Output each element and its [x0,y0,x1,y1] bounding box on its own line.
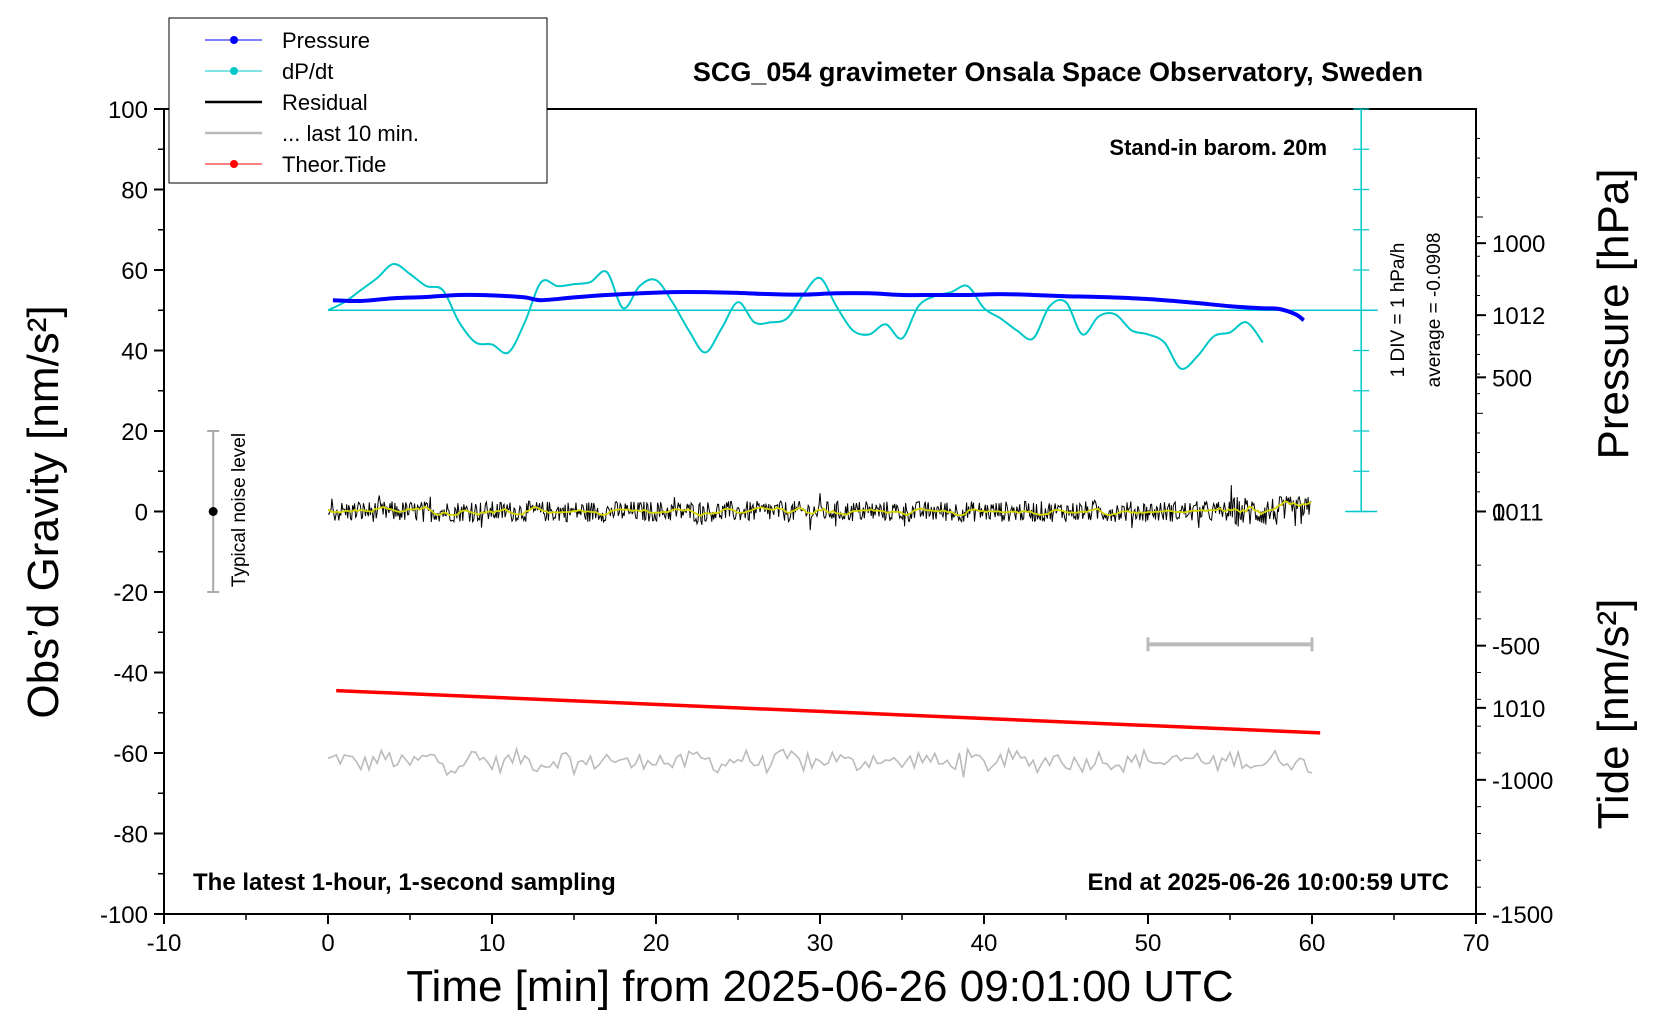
legend-label: dP/dt [282,59,333,84]
pressure-tick-label: 1010 [1492,696,1545,723]
pressure-line [332,289,1306,322]
residual-line [327,485,1312,531]
legend-marker [230,67,238,75]
y-tick-label: 0 [135,500,148,527]
series-layer [327,262,1378,778]
y-axis-title-left: Obs’d Gravity [nm/s²] [19,305,68,718]
x-tick-label: 30 [807,930,834,957]
y-tick-label: 20 [121,419,148,446]
div-scale-note: 1 DIV = 1 hPa/h [1388,243,1409,378]
residual-smoothed-line [327,500,1312,517]
legend-box [168,17,548,184]
sampling-note: The latest 1-hour, 1-second sampling [193,869,616,896]
theor-tide-line [336,688,1321,735]
y-tick-label: -60 [113,741,148,768]
y-tick-label: -40 [113,661,148,688]
y-tick-label: -80 [113,822,148,849]
legend: Pressure dP/dt Residual ... last 10 min. The… [168,17,548,184]
annotation-layer [207,108,1378,652]
legend-label: Pressure [282,28,370,53]
y-axis-title-pressure: Pressure [hPa] [1589,168,1638,459]
pressure-tick-label: 1011 [1492,500,1544,527]
average-note: average = -0.0908 [1424,233,1445,388]
noise-bar-dot [208,507,218,516]
tide-tick-label: -1500 [1492,902,1553,929]
legend-label: Residual [282,90,368,115]
chart-title: SCG_054 gravimeter Onsala Space Observat… [693,57,1423,87]
barometer-note: Stand-in barom. 20m [1109,135,1327,160]
y-tick-label: 40 [121,339,148,366]
noise-label: Typical noise level [229,433,250,587]
dpdt-line [327,262,1264,370]
x-tick-label: -10 [147,930,182,957]
x-tick-label: 0 [321,930,334,957]
x-tick-label: 60 [1299,930,1326,957]
x-axis-title: Time [min] from 2025-06-26 09:01:00 UTC [406,962,1233,1011]
tide-tick-label: 1000 [1492,231,1545,258]
tide-tick-label: 500 [1492,365,1532,392]
x-tick-label: 20 [643,930,670,957]
legend-label: ... last 10 min. [282,121,419,146]
x-tick-label: 40 [971,930,998,957]
y-axis-title-tide: Tide [nm/s²] [1589,599,1638,830]
x-tick-label: 70 [1463,930,1490,957]
y-tick-label: 60 [121,258,148,285]
pressure-tick-label: 1012 [1492,303,1545,330]
last-10-min-line [327,746,1313,778]
ticks-layer: -10 0 10 20 30 40 50 60 70-100-80-60-40-20020406… [100,97,1553,957]
legend-marker [230,36,238,44]
end-time-note: End at 2025-06-26 10:00:59 UTC [1088,869,1450,896]
y-tick-label: 100 [108,97,148,124]
legend-marker [230,160,238,168]
y-tick-label: -20 [113,580,148,607]
x-tick-label: 10 [479,930,506,957]
x-tick-label: 50 [1135,930,1162,957]
y-tick-label: -100 [100,902,148,929]
tide-tick-label: 0 [1492,500,1505,527]
y-tick-label: 80 [121,178,148,205]
legend-label: Theor.Tide [282,152,386,177]
tide-tick-label: -500 [1492,634,1540,661]
tide-tick-label: -1000 [1492,768,1553,795]
